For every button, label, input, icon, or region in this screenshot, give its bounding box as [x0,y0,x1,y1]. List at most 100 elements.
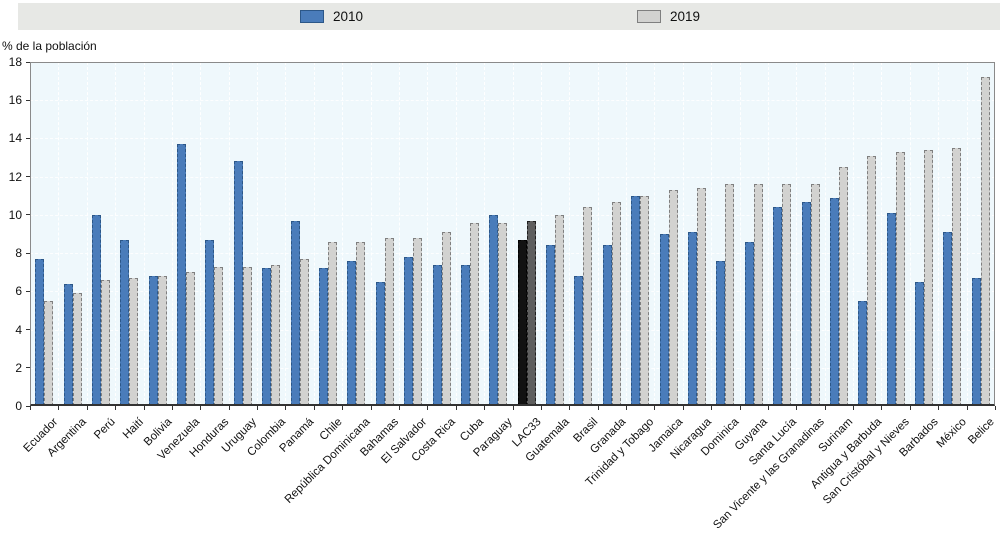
bar-2010-honduras [205,239,215,406]
bar-2010-trinidad-y-tobago [631,195,641,406]
bar-2019-brasil [583,207,593,406]
x-axis-tick [257,406,259,410]
y-tick-label: 18 [8,55,22,69]
bar-2010-bolivia [148,276,158,406]
gridline-vertical [115,62,117,406]
bar-2019-cuba [469,222,479,406]
bar-2019-panama [299,258,309,406]
bar-2010-bahamas [375,281,385,406]
x-axis-tick [342,406,344,410]
x-axis-tick [626,406,628,410]
bar-2019-san-cristobal-y-nieves [895,151,905,406]
bar-2010-brasil [574,276,584,406]
bar-2010-belice [971,277,981,406]
gridline-vertical [228,62,230,406]
bar-2010-peru [91,214,101,406]
gridline-vertical [143,62,145,406]
bar-2019-belice [980,77,990,406]
gridline-vertical [370,62,372,406]
x-axis-tick [909,406,911,410]
x-axis-tick [995,406,996,410]
y-axis-tick [26,176,30,178]
x-axis-tick [739,406,741,410]
bar-2010-lac33 [517,239,527,406]
bar-2010-surinam [829,197,839,406]
x-axis-tick [86,406,88,410]
bar-2019-barbados [924,149,934,406]
x-label-belice: Belice [966,416,998,447]
bar-2019-san-vicente-y-las-granadinas [810,184,820,406]
gridline-vertical [512,62,514,406]
bar-2010-guatemala [546,245,556,406]
legend-swatch-2010 [300,10,324,23]
y-axis-tick [26,137,30,139]
bar-2019-venezuela [186,272,196,406]
x-axis-tick [30,406,31,410]
x-axis-tick [682,406,684,410]
x-axis-tick [853,406,855,410]
x-label-haiti: Haití [120,416,146,442]
x-axis-tick [824,406,826,410]
bar-2010-cuba [460,264,470,406]
x-axis-tick [115,406,117,410]
gridline-vertical [540,62,542,406]
x-axis-tick [484,406,486,410]
x-axis-tick [200,406,202,410]
gridline-vertical [796,62,798,406]
x-axis-tick [881,406,883,410]
y-tick-label: 14 [8,131,22,146]
bar-2019-chile [328,241,337,406]
x-axis-tick [370,406,372,410]
y-axis-tick [26,290,30,292]
bar-2010-argentina [63,283,73,406]
y-tick-label: 12 [8,169,22,184]
x-axis-tick [767,406,769,410]
gridline-vertical [398,62,400,406]
gridline-vertical [455,62,457,406]
gridline-vertical [654,62,656,406]
gridline-vertical [257,62,259,406]
y-tick-label: 2 [15,360,22,375]
bar-2010-chile [319,268,328,406]
gridline-vertical [682,62,684,406]
gridline-vertical [427,62,429,406]
x-axis-tick [512,406,514,410]
y-tick-label: 4 [15,322,22,337]
bar-2019-el-salvador [413,237,423,406]
x-axis-tick [540,406,542,410]
bar-2010-colombia [262,268,272,406]
x-axis-tick [796,406,798,410]
x-axis-tick [597,406,599,410]
bar-2019-republica-dominicana [356,241,366,406]
x-axis-tick [427,406,429,410]
bar-2010-barbados [915,281,925,406]
gridline-vertical [58,62,60,406]
legend-label-2010: 2010 [333,9,364,24]
gridline-vertical [739,62,741,406]
bar-2010-paraguay [489,214,499,406]
gridline-vertical [966,62,968,406]
bar-2010-dominica [716,260,726,406]
bar-2010-venezuela [177,144,187,406]
bar-2019-surinam [838,167,848,406]
gridline-vertical [313,62,315,406]
gridline-vertical [171,62,173,406]
y-axis-tick [26,367,30,369]
bar-2010-nicaragua [687,232,697,406]
bar-2010-panama [290,220,300,406]
gridline-vertical [881,62,883,406]
legend-swatch-2019 [637,10,661,23]
gridline-vertical [200,62,202,406]
bar-2019-costa-rica [441,232,451,406]
y-axis-tick [26,329,30,331]
bar-2010-mexico [943,232,953,406]
gridline-vertical [711,62,713,406]
bar-2019-ecuador [44,300,54,406]
gridline-vertical [853,62,855,406]
x-axis-tick [711,406,713,410]
bar-2019-guatemala [555,214,565,406]
x-axis-labels: Ecuador Argentina Perú Haití Bolivia Venezuel… [22,411,998,552]
x-label-mexico: México [934,416,969,451]
bar-2010-uruguay [233,161,243,406]
